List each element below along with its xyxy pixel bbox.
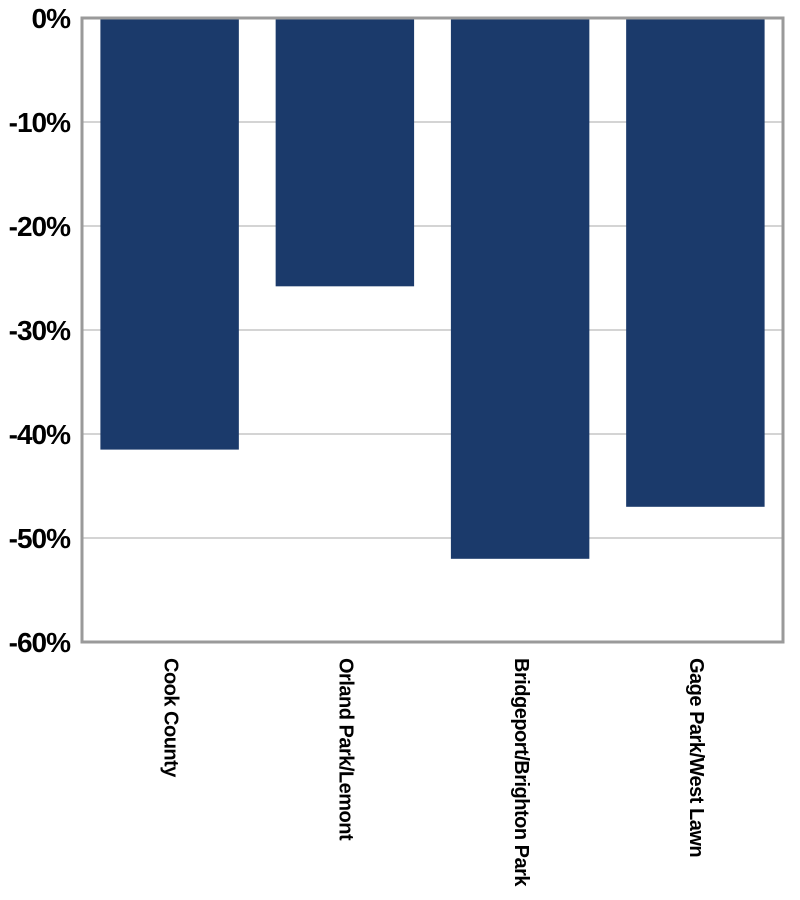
plot-frame <box>80 16 785 644</box>
bar-2 <box>275 18 415 287</box>
x-category-label: Bridgeport/Brighton Park <box>510 658 532 887</box>
y-tick-label: -30% <box>9 315 71 346</box>
y-tick-label: -50% <box>9 523 71 554</box>
y-tick-label: -20% <box>9 211 71 242</box>
bar-3 <box>450 18 590 559</box>
bar-1 <box>100 18 239 450</box>
y-tick-label: -40% <box>9 419 71 450</box>
bar-4 <box>626 18 765 507</box>
x-category-label: Gage Park/West Lawn <box>685 658 707 857</box>
x-category-label: Orland Park/Lemont <box>335 658 357 841</box>
y-tick-label: -60% <box>9 627 71 658</box>
bars <box>100 18 765 559</box>
y-tick-label: 0% <box>32 3 72 34</box>
y-tick-label: -10% <box>9 107 71 138</box>
x-axis-labels: Cook County Orland Park/Lemont Bridgeport/… <box>159 658 707 887</box>
x-category-label: Cook County <box>159 658 181 778</box>
y-axis-ticks: 0% -10% -20% -30% -40% -50% -60% <box>9 3 72 658</box>
